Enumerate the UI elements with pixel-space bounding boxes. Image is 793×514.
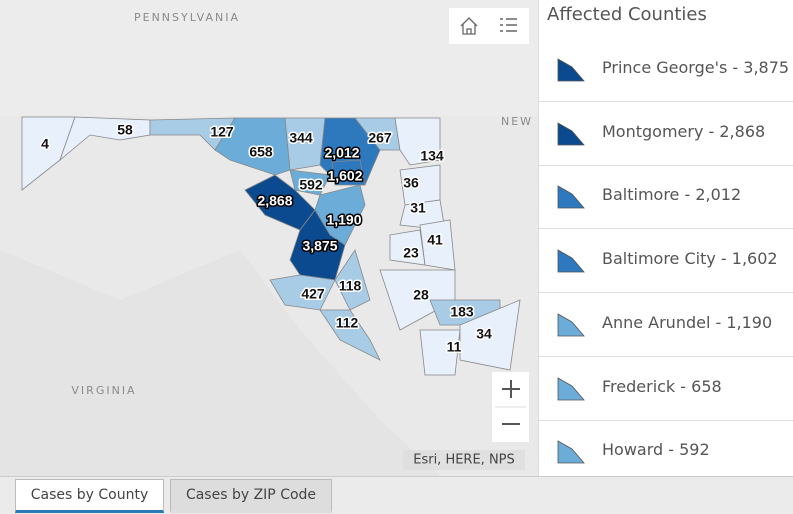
legend-swatch <box>557 313 585 337</box>
legend-item: Anne Arundel - 1,190 <box>539 293 793 357</box>
swatch-shape <box>557 376 585 400</box>
county-label: 427 <box>301 286 325 302</box>
county-label: 658 <box>249 144 273 160</box>
county <box>331 159 366 186</box>
land <box>0 250 440 476</box>
map: PENNSYLVANIA NEW VIRGINIA 4 58 127 658 344 2,012… <box>0 0 538 476</box>
legend-title: Affected Counties <box>547 4 707 25</box>
county-label: 183 <box>450 304 474 320</box>
tab[interactable]: Cases by ZIP Code <box>170 479 332 513</box>
county-label: 112 <box>336 315 359 331</box>
legend-label: Howard - 592 <box>602 440 710 460</box>
county-label: 3,875 <box>302 238 337 254</box>
home-button[interactable] <box>460 17 478 35</box>
county <box>419 329 461 376</box>
place-label: NEW <box>501 115 533 128</box>
county-label: 58 <box>117 122 133 138</box>
county-label: 592 <box>299 177 323 193</box>
swatch-shape <box>557 249 585 273</box>
legend-swatch <box>557 121 585 146</box>
place-label: PENNSYLVANIA <box>134 11 240 24</box>
attribution-box <box>403 450 525 470</box>
legend-panel: Affected Counties Prince George's - 3,87… <box>538 0 793 485</box>
county-label: 31 <box>410 200 426 216</box>
zoom-in[interactable] <box>502 380 520 398</box>
legend-swatch <box>557 376 585 400</box>
legend-label: Baltimore - 2,012 <box>602 185 742 205</box>
county <box>394 117 441 166</box>
county <box>319 309 381 361</box>
county-label: 127 <box>210 124 234 140</box>
county <box>269 274 336 311</box>
legend-item: Frederick - 658 <box>539 357 793 421</box>
legend-item: Howard - 592 <box>539 420 793 485</box>
legend-item: Prince George's - 3,875 <box>539 38 793 102</box>
county <box>459 299 521 371</box>
county-label: 36 <box>403 175 419 191</box>
legend-item: Baltimore - 2,012 <box>539 165 793 230</box>
county-label: 267 <box>368 130 392 146</box>
county-label: 23 <box>403 245 419 261</box>
legend-swatch <box>557 185 585 209</box>
swatch-shape <box>557 313 585 337</box>
county <box>334 249 371 311</box>
tab-bar: Cases by County Cases by ZIP Code <box>0 476 793 514</box>
legend-label: Frederick - 658 <box>602 376 722 396</box>
attribution: Esri, HERE, NPS <box>413 453 515 468</box>
county <box>149 117 236 151</box>
county-label: 11 <box>447 339 462 355</box>
county <box>289 209 346 281</box>
county-label: 118 <box>339 278 362 294</box>
swatch-shape <box>557 58 585 82</box>
county-label: 34 <box>476 326 492 342</box>
legend-swatch <box>557 440 585 464</box>
legend-label: Prince George's - 3,875 <box>602 58 790 77</box>
county-label: 344 <box>289 130 313 146</box>
land <box>0 0 538 116</box>
swatch-shape <box>557 121 585 146</box>
legend-swatch <box>557 249 585 273</box>
swatch-shape <box>557 440 585 464</box>
county-label: 1,602 <box>327 168 362 184</box>
county-label: 4 <box>41 136 49 152</box>
legend-label: Montgomery - 2,868 <box>602 121 766 141</box>
county-label: 2,868 <box>257 193 292 209</box>
legend-label: Anne Arundel - 1,190 <box>602 312 773 332</box>
legend-item: Montgomery - 2,868 <box>539 102 793 166</box>
county-label: 134 <box>420 148 444 164</box>
county-label: 41 <box>427 232 443 248</box>
legend-button[interactable] <box>500 18 517 32</box>
place-label: VIRGINIA <box>71 384 136 397</box>
swatch-shape <box>557 185 585 209</box>
tab[interactable]: Cases by County <box>15 479 164 513</box>
county-label: 28 <box>413 287 429 303</box>
map-tools <box>449 8 529 44</box>
legend-label: Baltimore City - 1,602 <box>602 249 778 269</box>
county-label: 1,190 <box>326 212 361 228</box>
legend-swatch <box>557 58 585 82</box>
county-label: 2,012 <box>324 145 359 161</box>
legend-item: Baltimore City - 1,602 <box>539 229 793 294</box>
